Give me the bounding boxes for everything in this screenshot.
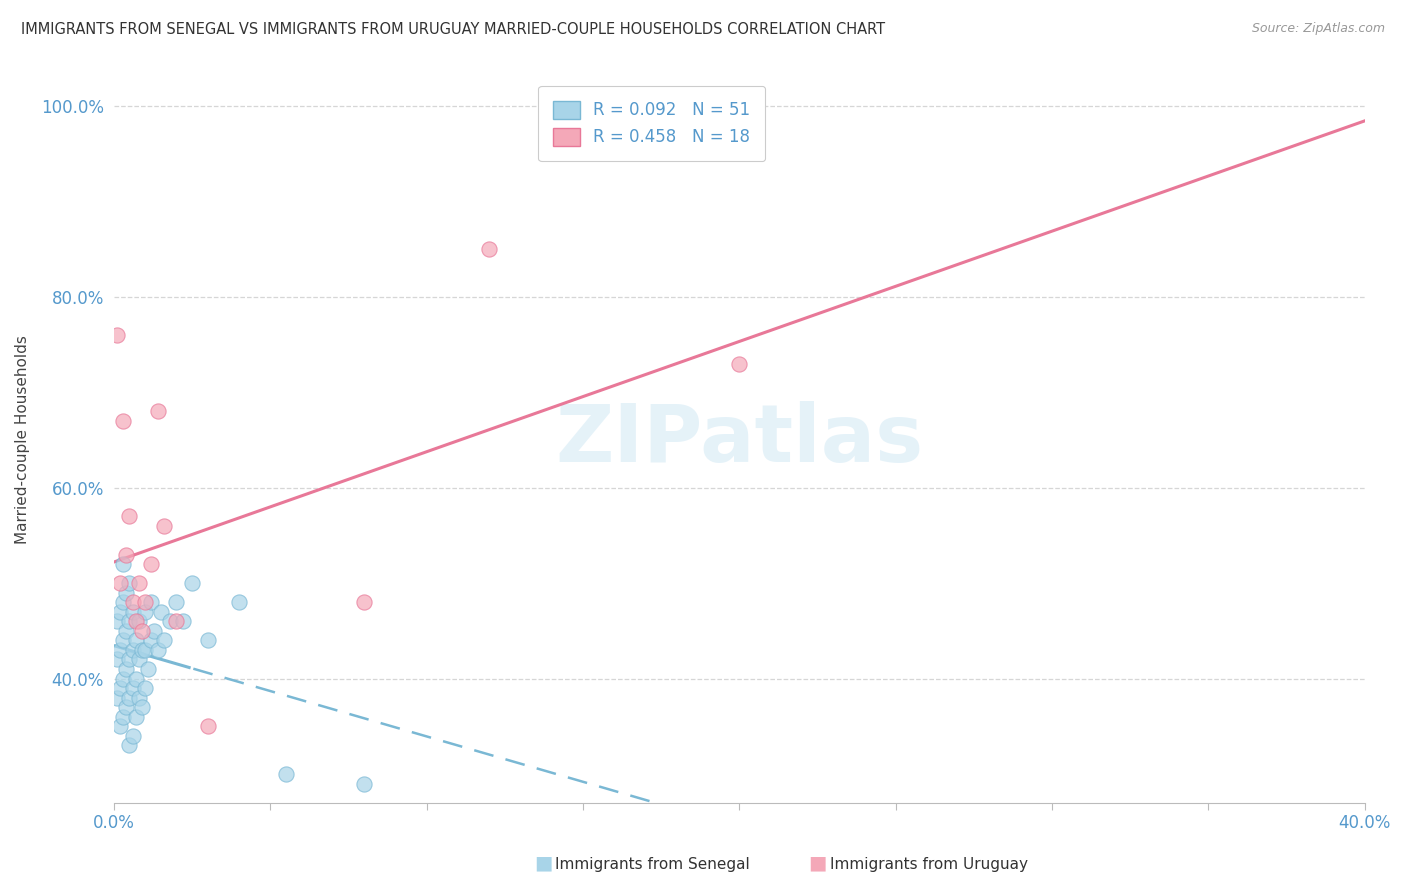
Point bbox=[112, 633, 135, 648]
Point bbox=[131, 624, 153, 638]
Point bbox=[128, 652, 150, 666]
Legend: R = 0.092   N = 51, R = 0.458   N = 18: R = 0.092 N = 51, R = 0.458 N = 18 bbox=[538, 86, 765, 161]
Text: ■: ■ bbox=[808, 854, 827, 872]
Point bbox=[165, 615, 187, 629]
Point bbox=[153, 633, 176, 648]
Point bbox=[121, 605, 143, 619]
Point bbox=[181, 576, 204, 591]
Point bbox=[131, 643, 153, 657]
Text: Immigrants from Senegal: Immigrants from Senegal bbox=[555, 857, 751, 872]
Point bbox=[125, 709, 148, 723]
Point bbox=[105, 652, 128, 666]
Point bbox=[153, 519, 176, 533]
Point bbox=[118, 690, 141, 705]
Y-axis label: Married-couple Households: Married-couple Households bbox=[15, 335, 30, 544]
Point bbox=[115, 662, 138, 676]
Point bbox=[143, 624, 166, 638]
Point bbox=[197, 719, 219, 733]
Point bbox=[128, 690, 150, 705]
Point bbox=[105, 615, 128, 629]
Point bbox=[134, 595, 156, 609]
Point bbox=[165, 595, 187, 609]
Point bbox=[353, 595, 375, 609]
Point bbox=[146, 643, 169, 657]
Text: Immigrants from Uruguay: Immigrants from Uruguay bbox=[830, 857, 1028, 872]
Point bbox=[118, 739, 141, 753]
Point bbox=[108, 605, 131, 619]
Point bbox=[112, 414, 135, 428]
Point bbox=[108, 576, 131, 591]
Point bbox=[121, 595, 143, 609]
Point bbox=[134, 681, 156, 695]
Point bbox=[112, 557, 135, 571]
Point bbox=[112, 595, 135, 609]
Point bbox=[118, 576, 141, 591]
Point bbox=[141, 557, 163, 571]
Point bbox=[128, 576, 150, 591]
Point bbox=[131, 700, 153, 714]
Point bbox=[125, 633, 148, 648]
Point bbox=[121, 729, 143, 743]
Point bbox=[112, 709, 135, 723]
Point bbox=[274, 767, 297, 781]
Text: ZIPatlas: ZIPatlas bbox=[555, 401, 924, 479]
Point bbox=[112, 672, 135, 686]
Point bbox=[115, 585, 138, 599]
Point bbox=[134, 605, 156, 619]
Point bbox=[115, 624, 138, 638]
Point bbox=[172, 615, 194, 629]
Point bbox=[728, 357, 751, 371]
Point bbox=[128, 615, 150, 629]
Point bbox=[197, 633, 219, 648]
Point bbox=[121, 643, 143, 657]
Point bbox=[134, 643, 156, 657]
Point bbox=[125, 615, 148, 629]
Point bbox=[478, 242, 501, 256]
Point bbox=[228, 595, 250, 609]
Point bbox=[115, 700, 138, 714]
Point bbox=[141, 595, 163, 609]
Text: IMMIGRANTS FROM SENEGAL VS IMMIGRANTS FROM URUGUAY MARRIED-COUPLE HOUSEHOLDS COR: IMMIGRANTS FROM SENEGAL VS IMMIGRANTS FR… bbox=[21, 22, 886, 37]
Text: Source: ZipAtlas.com: Source: ZipAtlas.com bbox=[1251, 22, 1385, 36]
Point bbox=[115, 548, 138, 562]
Point bbox=[121, 681, 143, 695]
Point bbox=[141, 633, 163, 648]
Point bbox=[125, 672, 148, 686]
Point bbox=[108, 681, 131, 695]
Text: ■: ■ bbox=[534, 854, 553, 872]
Point bbox=[136, 662, 159, 676]
Point bbox=[118, 615, 141, 629]
Point bbox=[105, 690, 128, 705]
Point bbox=[118, 509, 141, 524]
Point bbox=[105, 328, 128, 343]
Point bbox=[118, 652, 141, 666]
Point bbox=[146, 404, 169, 418]
Point bbox=[353, 776, 375, 790]
Point bbox=[149, 605, 172, 619]
Point bbox=[108, 719, 131, 733]
Point bbox=[159, 615, 181, 629]
Point bbox=[108, 643, 131, 657]
